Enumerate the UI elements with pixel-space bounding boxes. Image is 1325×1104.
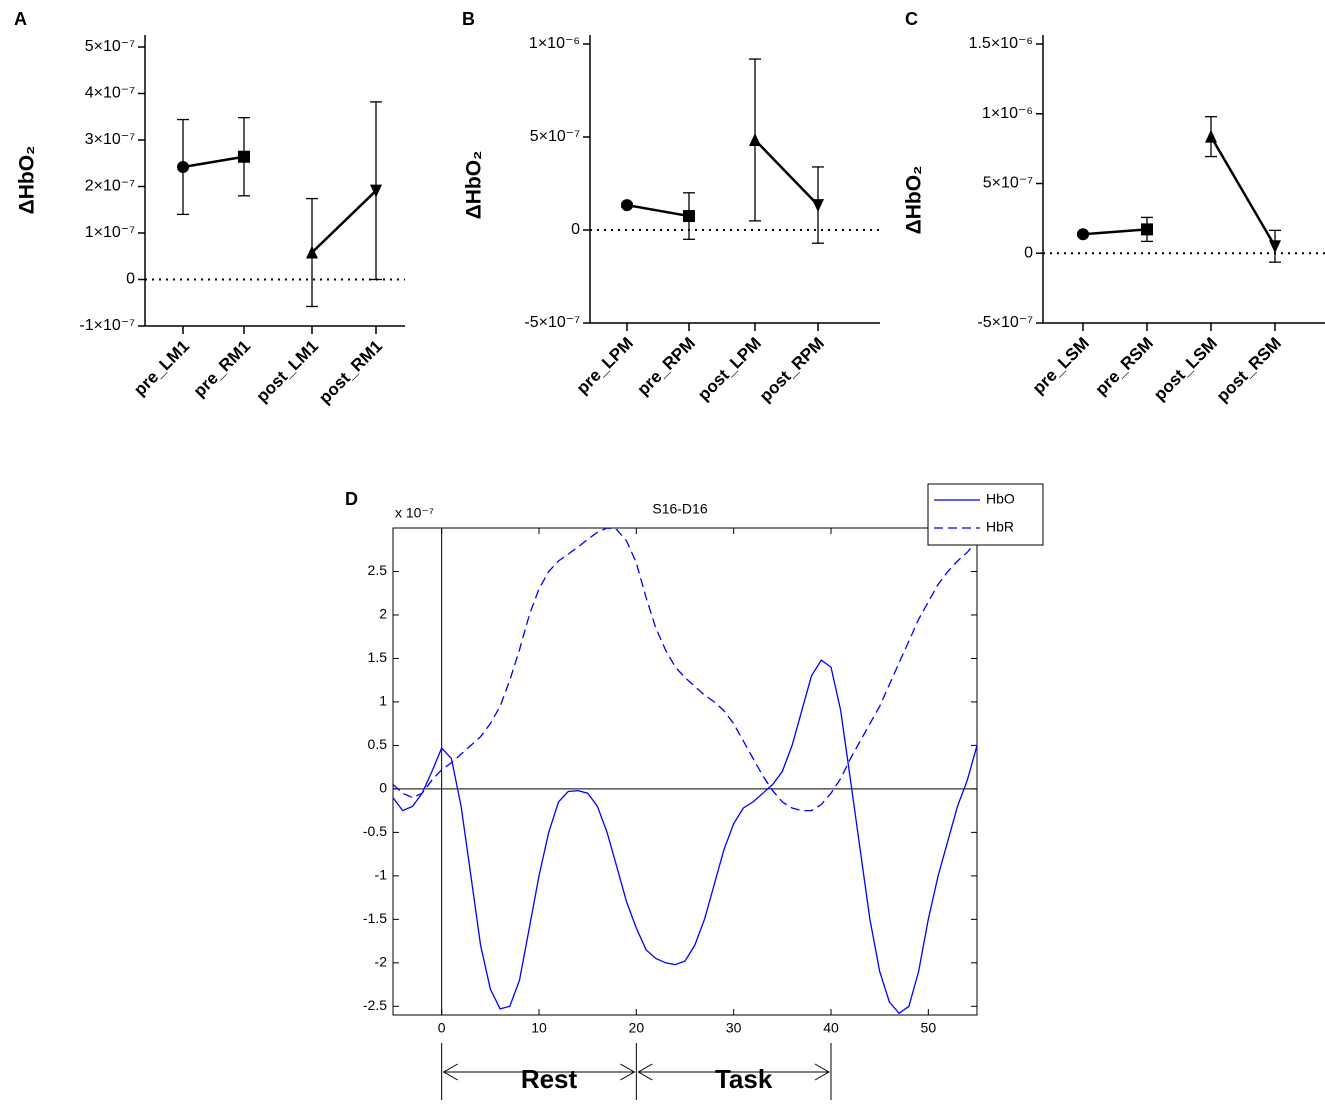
legend-box [927,483,1044,546]
x-tick-label: pre_LM1 [130,337,193,400]
y-tick-label: 0.5 [368,736,388,752]
x-tick-label: pre_LPM [573,334,637,398]
connector [311,189,377,254]
x-tick-label: post_RSM [1213,334,1285,406]
panel-letter: C [905,9,918,29]
arrow-head [620,1063,636,1081]
x-tick-label: post_LM1 [252,337,322,407]
y-tick-label: 2×10⁻⁷ [85,178,135,195]
legend-label: HbO [986,491,1015,507]
x-tick-label: post_RPM [756,334,828,406]
x-tick-label: post_LSM [1150,334,1221,405]
y-tick-label: 0 [1024,244,1033,261]
y-axis-label: ΔHbO₂ [463,151,486,220]
y-axis-label: ΔHbO₂ [903,166,926,235]
y-tick-label: 2.5 [368,562,388,578]
marker [749,132,761,146]
x-tick-label: pre_LSM [1029,334,1093,398]
plot-frame [392,527,978,1016]
y-multiplier: x 10⁻⁷ [395,505,434,521]
panel-letter: B [462,9,475,29]
x-tick-label: 0 [438,1020,446,1036]
y-tick-label: 0 [126,271,135,288]
panel-letter: D [345,489,358,509]
y-tick-label: 1.5×10⁻⁶ [969,35,1033,52]
marker [1269,240,1281,254]
marker [177,160,189,173]
connector [182,155,245,169]
y-tick-label: 5×10⁻⁷ [85,38,135,55]
y-tick-label: 1×10⁻⁶ [982,105,1033,122]
phase-label: Rest [521,1064,578,1094]
y-tick-label: -0.5 [363,823,387,839]
y-tick-label: 5×10⁻⁷ [530,128,580,145]
y-tick-label: 5×10⁻⁷ [983,175,1033,192]
x-tick-label: pre_RPM [633,334,699,400]
connector [1082,228,1148,236]
chart-title: S16-D16 [652,501,707,517]
x-tick-label: 40 [823,1020,839,1036]
connector [626,203,690,218]
connector [1209,135,1277,247]
y-tick-label: 1×10⁻⁶ [529,35,580,52]
y-axis-label: ΔHbO₂ [16,146,39,215]
marker [306,245,318,259]
panel-letter: A [14,9,27,29]
marker [370,184,382,198]
marker [812,199,824,213]
y-tick-label: 4×10⁻⁷ [85,85,135,102]
y-tick-label: -5×10⁻⁷ [524,314,580,331]
series-line [392,659,978,1015]
y-tick-label: 2 [379,606,387,622]
marker [683,210,695,223]
y-tick-label: 1×10⁻⁷ [85,224,135,241]
connector [754,139,819,206]
y-tick-label: 3×10⁻⁷ [85,131,135,148]
legend-label: HbR [986,519,1014,535]
y-tick-label: 1.5 [368,649,388,665]
marker [621,199,633,212]
y-tick-label: -1×10⁻⁷ [79,317,135,334]
x-tick-label: pre_RM1 [190,337,254,401]
arrow-head [637,1063,653,1081]
y-tick-label: -5×10⁻⁷ [977,314,1033,331]
y-tick-label: 1 [379,693,387,709]
y-tick-label: -1 [375,867,388,883]
x-tick-label: pre_RSM [1091,334,1157,400]
x-tick-label: post_RM1 [315,337,386,408]
x-tick-label: 10 [531,1020,547,1036]
marker [1077,228,1089,241]
y-tick-label: -2.5 [363,997,387,1013]
phase-label: Task [715,1064,773,1094]
y-tick-label: -2 [375,954,388,970]
y-tick-label: 0 [571,221,580,238]
marker [1205,129,1217,143]
arrow-head [814,1063,831,1081]
y-tick-label: 0 [379,780,387,796]
marker [1141,223,1153,236]
series-line [392,527,978,812]
y-tick-label: -1.5 [363,910,387,926]
x-tick-label: 50 [921,1020,937,1036]
x-tick-label: post_LPM [694,334,765,405]
arrow-head [442,1063,458,1081]
marker [238,150,250,163]
x-tick-label: 30 [726,1020,742,1036]
x-tick-label: 20 [629,1020,645,1036]
